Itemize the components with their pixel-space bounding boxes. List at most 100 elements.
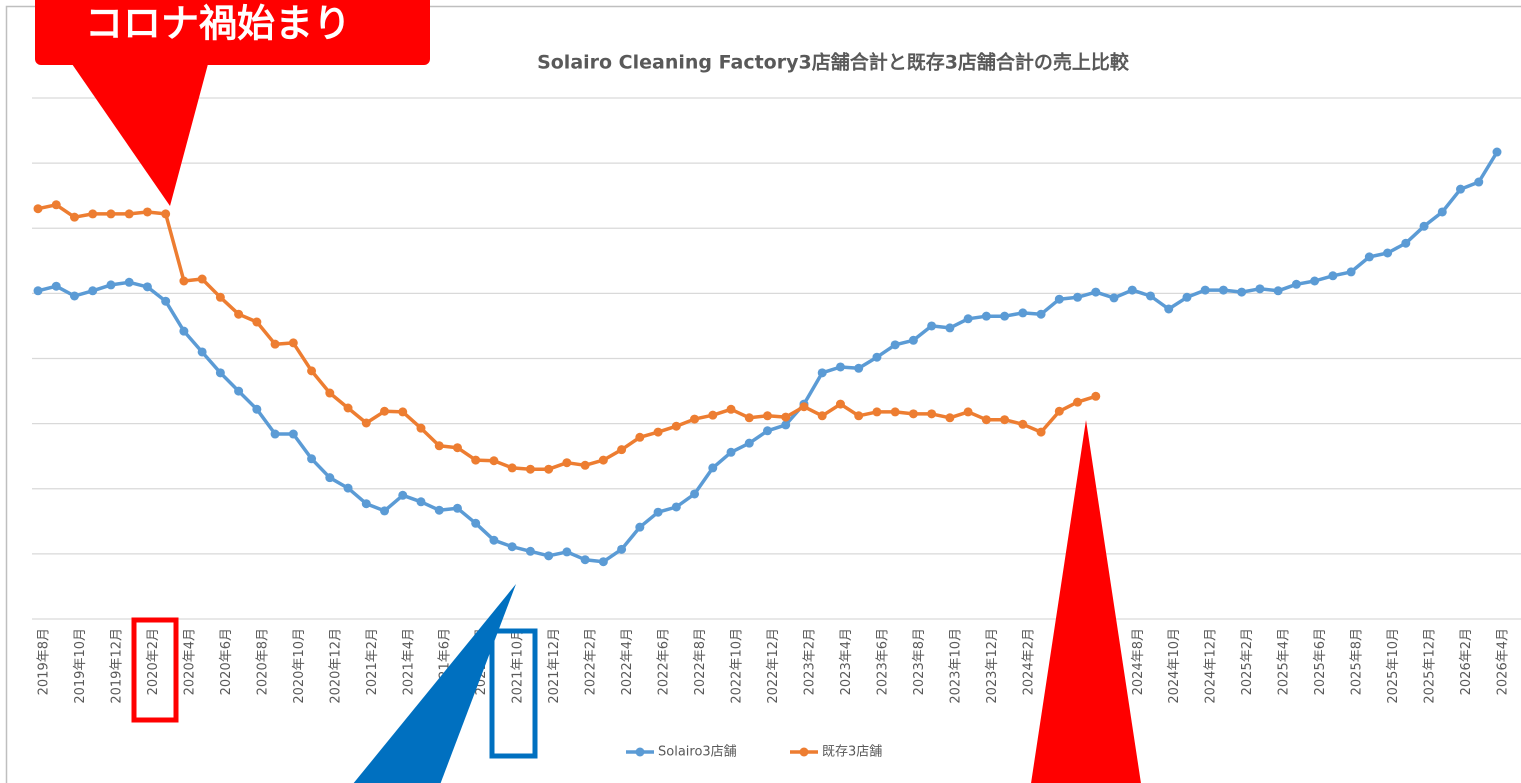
data-point: [653, 427, 663, 437]
x-tick-label: 2023年12月: [985, 628, 1000, 704]
data-point: [471, 455, 481, 465]
data-point: [1073, 397, 1083, 407]
data-point: [817, 411, 827, 421]
data-point: [562, 458, 572, 468]
data-point: [890, 407, 900, 417]
data-point: [106, 280, 116, 290]
x-tick-label: 2025年8月: [1350, 628, 1365, 695]
data-point: [380, 406, 390, 416]
data-point: [1456, 184, 1466, 194]
data-point: [343, 403, 353, 413]
x-tick-label: 2024年10月: [1167, 628, 1182, 704]
data-point: [1164, 304, 1174, 314]
data-point: [270, 339, 280, 349]
data-point: [1091, 287, 1101, 297]
data-point: [617, 445, 627, 455]
data-point: [927, 409, 937, 419]
legend-marker: [635, 747, 645, 757]
x-tick-label: 2025年12月: [1423, 628, 1438, 704]
callout-box: [35, 0, 430, 65]
data-point: [1054, 294, 1064, 304]
plot-area: 2019年8月 2019年10月 2019年12月 2020年2月 2020年4月 202…: [32, 97, 1521, 704]
data-point: [179, 276, 189, 286]
data-point: [781, 420, 791, 430]
data-point: [1018, 308, 1028, 318]
data-point: [1073, 292, 1083, 302]
data-point: [617, 544, 627, 554]
x-tick-label: 2025年2月: [1240, 628, 1255, 695]
x-tick-label: 2020年12月: [328, 628, 343, 704]
data-point: [1036, 309, 1046, 319]
data-point: [1182, 292, 1192, 302]
x-tick-label: 2023年8月: [912, 628, 927, 695]
data-point: [708, 463, 718, 473]
data-point: [1401, 238, 1411, 248]
data-point: [744, 438, 754, 448]
data-point: [671, 502, 681, 512]
data-point: [434, 505, 444, 515]
data-point: [142, 282, 152, 292]
data-point: [635, 522, 645, 532]
arrow: [1031, 420, 1141, 783]
data-point: [690, 489, 700, 499]
data-point: [489, 456, 499, 466]
data-point: [1237, 287, 1247, 297]
data-point: [124, 277, 134, 287]
x-tick-label: 2024年12月: [1204, 628, 1219, 704]
x-tick-label: 2020年10月: [292, 628, 307, 704]
x-tick-label: 2022年2月: [584, 628, 599, 695]
legend-label: 既存3店舗: [822, 745, 882, 760]
legend-marker: [799, 747, 809, 757]
data-point: [1346, 267, 1356, 277]
data-point: [1310, 276, 1320, 286]
data-point: [288, 338, 298, 348]
data-point: [33, 204, 43, 214]
x-tick-label: 2025年6月: [1313, 628, 1328, 695]
data-point: [215, 368, 225, 378]
data-point: [51, 281, 61, 291]
x-tick-label: 2021年4月: [401, 628, 416, 695]
callout-text: コロナ禍始まり: [85, 2, 351, 46]
data-point: [580, 460, 590, 470]
data-point: [544, 464, 554, 474]
data-point: [963, 407, 973, 417]
data-point: [1492, 147, 1502, 157]
data-point: [1419, 221, 1429, 231]
data-point: [544, 551, 554, 561]
data-point: [398, 490, 408, 500]
data-point: [1437, 207, 1447, 217]
data-point: [142, 207, 152, 217]
data-point: [1018, 419, 1028, 429]
data-point: [398, 407, 408, 417]
data-point: [416, 497, 426, 507]
annotations: コロナ禍始まり: [35, 0, 1141, 783]
data-point: [1036, 427, 1046, 437]
x-tick-label: 2019年8月: [37, 628, 52, 695]
data-point: [1474, 177, 1484, 187]
callout-pointer: [72, 64, 208, 206]
x-tick-label: 2024年8月: [1131, 628, 1146, 695]
data-point: [69, 212, 79, 222]
data-point: [1255, 284, 1265, 294]
data-point: [325, 473, 335, 483]
data-point: [708, 410, 718, 420]
data-point: [744, 413, 754, 423]
data-point: [307, 454, 317, 464]
data-point: [51, 200, 61, 210]
legend-label: Solairo3店舗: [658, 745, 737, 760]
data-point: [1291, 279, 1301, 289]
x-tick-label: 2022年6月: [657, 628, 672, 695]
x-tick-label: 2021年10月: [511, 628, 526, 704]
data-point: [416, 423, 426, 433]
x-tick-label: 2019年10月: [73, 628, 88, 704]
data-point: [452, 443, 462, 453]
data-point: [1383, 248, 1393, 258]
data-point: [1000, 311, 1010, 321]
data-point: [507, 542, 517, 552]
x-tick-label: 2025年4月: [1277, 628, 1292, 695]
data-point: [945, 323, 955, 333]
data-point: [1273, 286, 1283, 296]
x-tick-label: 2022年8月: [693, 628, 708, 695]
chart-frame: [5, 5, 1521, 783]
data-point: [598, 557, 608, 567]
